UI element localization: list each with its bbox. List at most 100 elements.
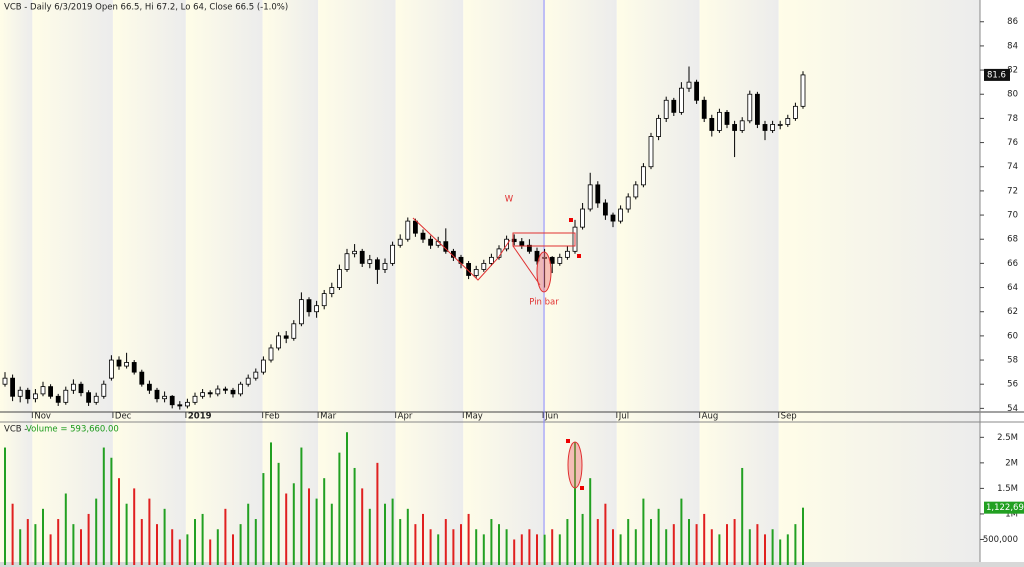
- candle-body: [245, 377, 251, 385]
- candle-body: [2, 377, 8, 385]
- candle-body: [717, 111, 722, 131]
- volume-bar: [57, 519, 60, 565]
- volume-bar: [102, 447, 105, 565]
- candle-body: [770, 124, 775, 131]
- volume-bar: [133, 488, 136, 565]
- candle-body: [314, 305, 320, 313]
- volume-bar: [194, 519, 196, 565]
- volume-bar: [72, 524, 75, 565]
- volume-bar: [376, 462, 379, 565]
- volume-bar: [118, 478, 120, 565]
- candle-body: [48, 386, 53, 397]
- candle-body: [192, 395, 198, 403]
- candle-body: [732, 124, 737, 131]
- marker: [569, 218, 573, 222]
- candle-body: [253, 371, 259, 379]
- candle-body: [101, 383, 107, 397]
- candle-body: [238, 383, 244, 395]
- volume-bar: [247, 503, 250, 565]
- volume-bar: [779, 539, 782, 565]
- y-tick-label: 82: [1007, 66, 1018, 76]
- x-tick-label: Nov: [34, 412, 51, 422]
- volume-bar: [444, 519, 447, 565]
- volume-bar: [741, 467, 744, 565]
- candle-body: [428, 238, 434, 246]
- volume-bar: [513, 539, 516, 565]
- volume-highlight: [567, 441, 583, 489]
- candle-body: [785, 118, 791, 125]
- month-band: [395, 0, 464, 562]
- volume-bar: [300, 447, 303, 565]
- y-tick-label: 84: [1007, 41, 1018, 51]
- month-band: [616, 0, 700, 562]
- volume-bar: [19, 529, 22, 565]
- volume-bar: [42, 508, 44, 565]
- volume-bar: [786, 534, 789, 565]
- candle-body: [793, 105, 798, 119]
- candle-body: [306, 299, 312, 313]
- candle-body: [527, 244, 532, 252]
- y-tick-label: 2.5M: [997, 433, 1018, 443]
- candle-body: [739, 120, 745, 131]
- candle-body: [200, 392, 206, 397]
- y-tick-label: 74: [1007, 162, 1018, 172]
- x-tick-label: Jul: [618, 412, 629, 422]
- volume-bar: [140, 519, 143, 565]
- y-tick-label: 62: [1007, 307, 1018, 317]
- volume-bar: [209, 539, 212, 565]
- volume-bar: [391, 498, 394, 565]
- candle-body: [10, 377, 16, 397]
- y-tick-label: 60: [1007, 331, 1018, 341]
- volume-bar: [277, 462, 280, 565]
- volume-bar: [315, 498, 318, 565]
- volume-bar: [604, 503, 607, 565]
- candle-body: [633, 184, 639, 198]
- y-tick-label: 1M: [1005, 509, 1018, 519]
- y-tick-label: 86: [1007, 17, 1018, 27]
- volume-bar: [80, 529, 82, 565]
- volume-bar: [254, 519, 257, 565]
- last-price-box: [984, 68, 1010, 81]
- candle-body: [618, 208, 623, 222]
- candle-body: [671, 99, 677, 113]
- volume-bar: [338, 452, 341, 565]
- candle-body: [260, 359, 266, 373]
- candle-body: [352, 250, 358, 255]
- volume-bar: [125, 503, 128, 565]
- candle-body: [595, 184, 601, 204]
- candle-body: [755, 93, 760, 125]
- y-tick-label: 54: [1007, 404, 1018, 414]
- candle-body: [679, 87, 684, 113]
- volume-bar: [232, 534, 234, 565]
- candle-body: [359, 250, 365, 264]
- x-tick-label: Jun: [544, 412, 558, 422]
- volume-bar: [726, 524, 728, 565]
- volume-bar: [551, 529, 554, 565]
- volume-bar: [612, 529, 614, 565]
- pattern-drawings: [412, 217, 583, 489]
- candle-body: [321, 293, 327, 307]
- volume-bar: [34, 524, 37, 565]
- candle-body: [124, 362, 129, 367]
- volume-bar: [216, 529, 219, 565]
- candle-body: [747, 93, 753, 122]
- candle-body: [276, 335, 282, 349]
- volume-bar: [596, 519, 599, 565]
- month-band: [112, 0, 186, 562]
- volume-bar: [368, 508, 371, 565]
- volume-bar: [574, 442, 576, 565]
- candle-body: [724, 111, 730, 125]
- last-volume-box: [984, 501, 1024, 514]
- candle-body: [177, 404, 183, 407]
- candle-body: [93, 395, 99, 403]
- candle-body: [663, 99, 669, 119]
- last-volume-label: 1,122,690: [986, 503, 1024, 513]
- candle-body: [656, 118, 661, 137]
- volume-bar: [634, 529, 637, 565]
- candle-body: [641, 166, 646, 186]
- volume-bar: [11, 503, 14, 565]
- w-pattern-line: [412, 217, 511, 281]
- y-tick-label: 70: [1007, 211, 1018, 221]
- candle-body: [542, 256, 547, 259]
- candle-body: [283, 335, 289, 339]
